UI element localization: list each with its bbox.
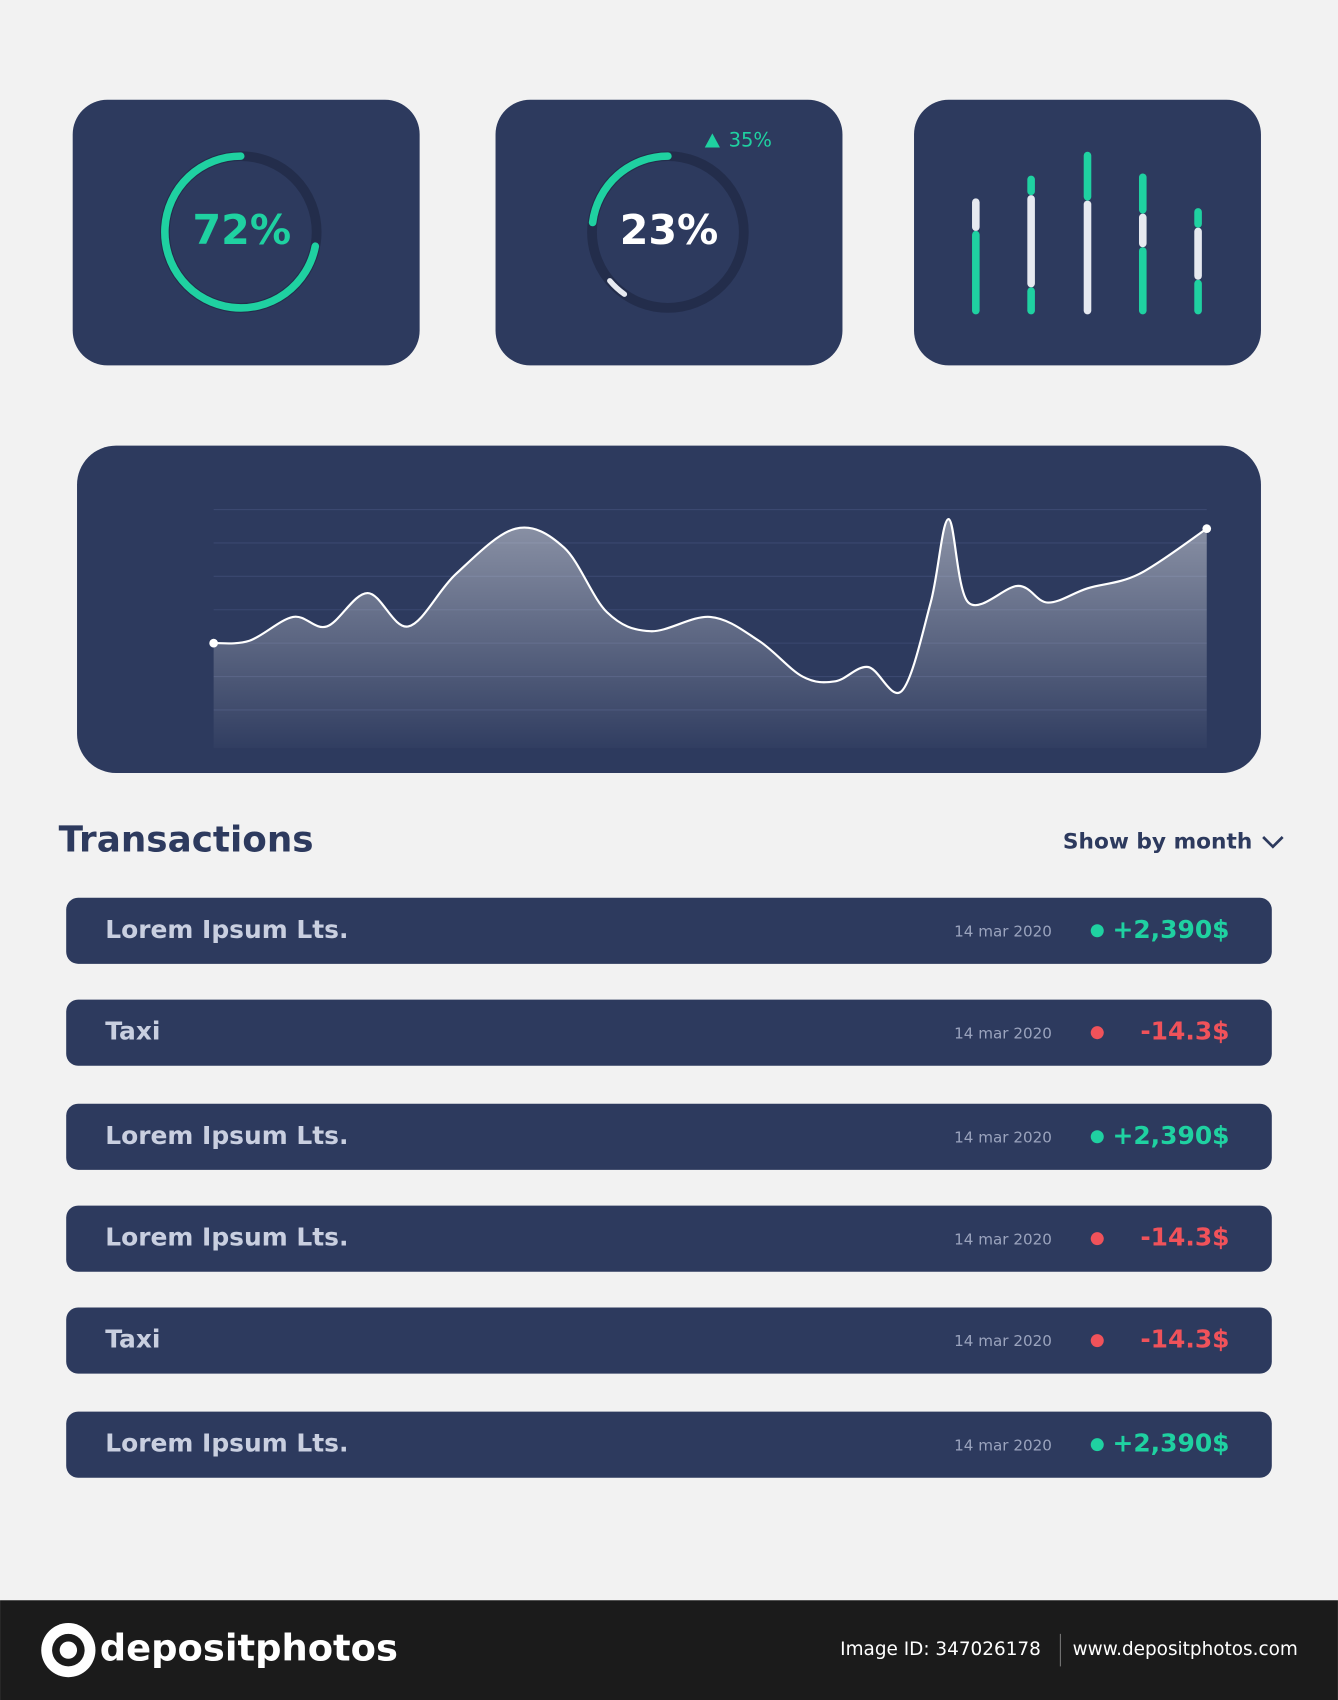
card [72,99,420,366]
transaction-date: 14 mar 2020 [954,1024,1052,1042]
transaction-amount: +2,390$ [1112,1429,1229,1458]
bar-segment [1194,279,1202,315]
end-point [1202,524,1212,533]
status-dot [1090,1026,1104,1040]
status-dot [1090,924,1104,938]
transaction-amount: +2,390$ [1112,915,1229,944]
filter-dropdown[interactable]: Show by month [1063,829,1252,854]
footer [0,1600,1338,1700]
brand: depositphotos [100,1627,398,1670]
status-dot [1090,1334,1104,1348]
transaction-row [66,999,1272,1066]
status-dot [1090,1438,1104,1452]
transaction-row [66,1307,1272,1374]
bar-segment [1027,195,1035,288]
ring-arc [588,152,672,227]
logo [59,1641,78,1659]
chevron[interactable] [1262,836,1284,849]
transaction-row [66,1411,1272,1478]
transaction-row [66,897,1272,964]
bar-segment [1194,227,1202,280]
ring-arc [161,152,320,312]
transaction-date: 14 mar 2020 [954,922,1052,940]
url: www.depositphotos.com [1073,1639,1298,1660]
transaction-row [66,1103,1272,1170]
delta-icon [704,133,720,148]
transaction-name: Lorem Ipsum Lts. [105,1223,348,1252]
status-dot [1090,1130,1104,1144]
bar-segment [1194,208,1202,228]
transaction-name: Taxi [105,1325,160,1354]
transaction-amount: -14.3$ [1140,1325,1229,1354]
transaction-name: Lorem Ipsum Lts. [105,915,348,944]
bar-segment [1027,175,1035,196]
bar-segment [1138,173,1147,214]
ring-secondary [607,278,628,297]
section-title: Transactions [59,819,314,860]
area-fill [213,519,1207,749]
bar-segment [1027,287,1035,315]
ring-label: 72% [193,206,292,254]
bar-segment [1138,247,1147,315]
line [213,518,1208,695]
bar-segment [1138,213,1147,248]
transaction-amount: -14.3$ [1140,1017,1229,1046]
transaction-name: Lorem Ipsum Lts. [105,1121,348,1150]
transaction-amount: -14.3$ [1140,1223,1229,1252]
transaction-date: 14 mar 2020 [954,1436,1052,1454]
transaction-date: 14 mar 2020 [954,1128,1052,1146]
bar-segment [1083,151,1092,201]
ring-label: 23% [620,206,719,254]
delta-label: 35% [729,128,772,151]
end-point [209,638,218,648]
bar-segment [972,198,980,231]
bar-segment [972,230,980,315]
transaction-amount: +2,390$ [1112,1121,1229,1150]
transaction-row [66,1205,1272,1272]
status-dot [1090,1232,1104,1246]
card [495,99,843,366]
transaction-date: 14 mar 2020 [954,1230,1052,1248]
transaction-name: Lorem Ipsum Lts. [105,1429,348,1458]
transaction-name: Taxi [105,1017,160,1046]
transaction-date: 14 mar 2020 [954,1332,1052,1350]
bar-segment [1083,200,1092,315]
image-id: Image ID: 347026178 [840,1639,1041,1660]
